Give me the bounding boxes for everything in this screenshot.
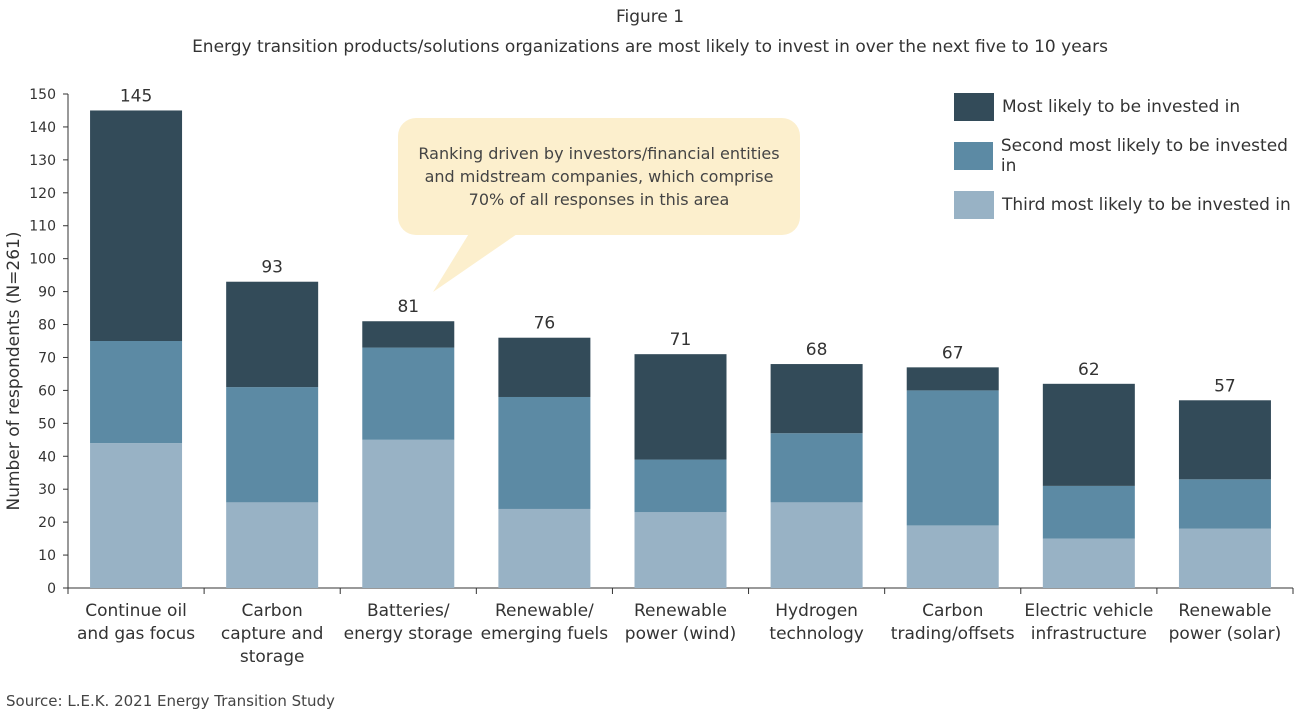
legend-item: Third most likely to be invested in	[954, 190, 1300, 220]
bar-segment	[634, 354, 727, 460]
bar-segment	[1042, 485, 1135, 539]
x-tick-label: Carbon trading/offsets	[891, 601, 1015, 644]
legend-item: Most likely to be invested in	[954, 92, 1300, 122]
y-tick-label: 120	[29, 186, 56, 202]
y-tick-label: 40	[38, 449, 56, 465]
bar-segment	[90, 110, 183, 341]
legend: Most likely to be invested in Second most…	[954, 92, 1300, 239]
bar-segment	[770, 364, 863, 434]
bar-segment	[226, 387, 319, 503]
x-tick-label: Batteries/energy storage	[344, 601, 473, 644]
total-label: 62	[1078, 360, 1100, 380]
y-tick-label: 60	[38, 383, 56, 399]
y-tick-label: 10	[38, 548, 56, 564]
y-tick-label: 20	[38, 515, 56, 531]
bar-segment	[226, 502, 319, 588]
bar-segment	[906, 390, 999, 526]
y-tick-label: 150	[29, 87, 56, 103]
bar-segment	[498, 508, 591, 588]
bar-segment	[770, 502, 863, 588]
x-tick-label: Hydrogen technology	[769, 601, 863, 644]
legend-label: Most likely to be invested in	[1002, 97, 1241, 117]
total-label: 81	[397, 297, 419, 317]
annotation-text: Ranking driven by investors/financial en…	[418, 144, 780, 209]
bar-segment	[634, 512, 727, 588]
x-tick-label: Electric vehicle infrastructure	[1024, 601, 1153, 644]
legend-item: Second most likely to be invested in	[954, 136, 1300, 176]
legend-swatch	[954, 191, 994, 219]
y-tick-label: 90	[38, 285, 56, 301]
bar-segment	[1042, 383, 1135, 486]
y-tick-label: 130	[29, 153, 56, 169]
y-tick-label: 100	[29, 252, 56, 268]
legend-swatch	[954, 93, 994, 121]
bar-segment	[226, 281, 319, 388]
source-note: Source: L.E.K. 2021 Energy Transition St…	[6, 692, 335, 710]
total-label: 93	[261, 258, 283, 278]
bar-segment	[770, 433, 863, 503]
bar-segment	[1042, 538, 1135, 588]
chart-subtitle: Energy transition products/solutions org…	[192, 37, 1108, 57]
y-tick-label: 110	[29, 219, 56, 235]
total-label: 76	[534, 314, 556, 334]
chart-title: Figure 1	[615, 7, 685, 27]
callout-pointer	[433, 232, 520, 292]
y-tick-label: 140	[29, 120, 56, 136]
legend-swatch	[954, 142, 993, 170]
bar-segment	[1178, 479, 1271, 529]
x-tick-label: Continue oil and gas focus	[77, 601, 195, 644]
total-label: 68	[806, 340, 828, 360]
bar-segment	[362, 439, 455, 588]
bar-segment	[906, 525, 999, 588]
bar-segment	[90, 341, 183, 444]
bar-segment	[498, 396, 591, 509]
annotation-callout: Ranking driven by investors/financial en…	[398, 118, 800, 235]
legend-label: Second most likely to be invested in	[1000, 136, 1288, 176]
y-tick-label: 80	[38, 318, 56, 334]
total-label: 145	[120, 86, 152, 106]
total-label: 71	[670, 330, 692, 350]
x-tick-label: Renewable power (solar)	[1169, 601, 1282, 644]
y-tick-label: 0	[47, 581, 56, 597]
total-label: 57	[1214, 376, 1236, 396]
y-axis-label: Number of respondents (N=261)	[4, 231, 24, 510]
legend-label: Third most likely to be invested in	[1002, 195, 1291, 215]
bar-segment	[90, 443, 183, 588]
bar-segment	[362, 347, 455, 440]
y-tick-label: 70	[38, 350, 56, 366]
x-tick-label: Renewable power (wind)	[625, 601, 736, 644]
bar-segment	[634, 459, 727, 513]
y-tick-label: 30	[38, 482, 56, 498]
bar-segment	[498, 337, 591, 397]
bar-segment	[906, 367, 999, 391]
bar-segment	[362, 321, 455, 348]
bar-segment	[1178, 400, 1271, 480]
y-tick-label: 50	[38, 416, 56, 432]
x-tick-label: Renewable/emerging fuels	[481, 601, 609, 644]
x-tick-label: Carbon capture and storage	[221, 601, 323, 667]
bar-segment	[1178, 528, 1271, 588]
total-label: 67	[942, 343, 964, 363]
